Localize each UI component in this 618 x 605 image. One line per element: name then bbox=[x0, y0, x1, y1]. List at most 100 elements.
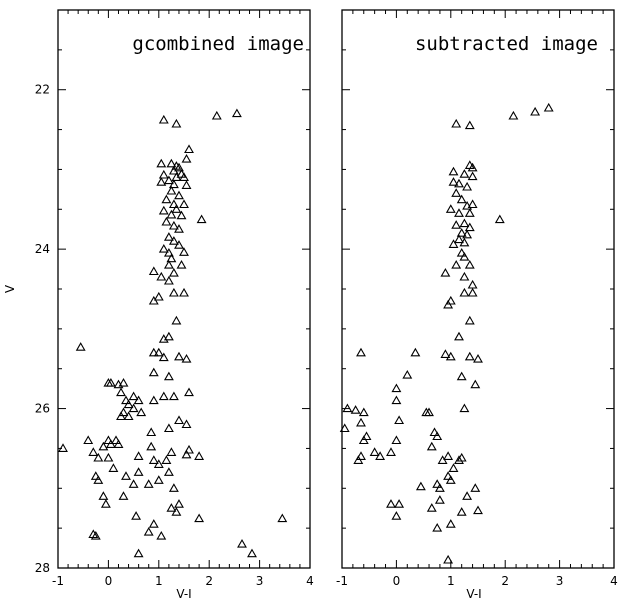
data-point bbox=[247, 548, 257, 558]
data-point bbox=[181, 180, 192, 189]
data-point bbox=[467, 162, 478, 172]
data-point bbox=[445, 204, 456, 213]
data-point bbox=[168, 236, 179, 245]
data-point bbox=[118, 377, 129, 387]
data-point bbox=[143, 526, 154, 536]
data-point bbox=[168, 220, 179, 230]
data-point bbox=[153, 475, 164, 484]
data-point bbox=[166, 447, 177, 456]
data-point bbox=[339, 423, 350, 433]
data-point bbox=[176, 259, 187, 269]
data-point bbox=[410, 347, 421, 357]
data-point bbox=[123, 411, 134, 421]
data-point bbox=[394, 415, 405, 425]
data-point bbox=[121, 395, 131, 405]
data-point bbox=[168, 199, 179, 209]
data-point bbox=[196, 214, 207, 224]
data-point bbox=[181, 153, 192, 163]
data-point bbox=[391, 383, 402, 393]
data-point bbox=[90, 530, 101, 540]
data-point bbox=[464, 222, 475, 232]
data-point bbox=[166, 158, 177, 168]
data-point bbox=[174, 499, 184, 508]
data-point bbox=[163, 247, 174, 257]
data-point bbox=[494, 214, 505, 224]
data-point bbox=[158, 205, 169, 215]
panel-title: subtracted image bbox=[415, 33, 598, 55]
data-point bbox=[445, 351, 456, 361]
data-point bbox=[445, 519, 456, 528]
data-point bbox=[353, 455, 364, 464]
data-point bbox=[131, 511, 142, 520]
data-point bbox=[133, 395, 144, 405]
data-point bbox=[454, 208, 464, 217]
data-point bbox=[459, 251, 470, 261]
data-point bbox=[456, 507, 467, 516]
data-point bbox=[473, 505, 483, 515]
data-point bbox=[171, 172, 182, 181]
data-point bbox=[194, 451, 205, 460]
data-point bbox=[194, 513, 205, 523]
data-point bbox=[158, 334, 169, 343]
data-point bbox=[467, 171, 478, 181]
data-point bbox=[158, 243, 169, 253]
panel-gcombined: gcombined image V-I V -1 0 1 2 3 4 22 24 26 28 bbox=[3, 9, 314, 601]
data-point bbox=[181, 449, 192, 459]
data-point bbox=[237, 538, 247, 548]
data-point bbox=[128, 479, 139, 488]
data-point bbox=[163, 275, 174, 285]
data-point bbox=[179, 199, 189, 209]
data-point bbox=[434, 483, 445, 492]
data-point bbox=[166, 253, 177, 263]
data-point bbox=[168, 179, 179, 189]
data-point bbox=[508, 110, 519, 120]
data-point bbox=[156, 158, 167, 168]
data-point bbox=[464, 120, 475, 130]
data-point bbox=[350, 405, 361, 414]
data-point bbox=[166, 503, 177, 512]
data-point bbox=[133, 451, 144, 460]
data-point bbox=[456, 452, 467, 462]
data-point bbox=[181, 353, 192, 363]
data-point bbox=[105, 439, 116, 448]
data-point bbox=[88, 447, 99, 456]
data-point bbox=[454, 234, 464, 244]
data-point bbox=[174, 240, 184, 249]
x-tick-label: -1 bbox=[336, 574, 348, 588]
data-point bbox=[163, 371, 174, 381]
data-point bbox=[356, 417, 366, 427]
data-point bbox=[375, 451, 386, 460]
x-tick-label: 3 bbox=[256, 574, 264, 588]
data-point bbox=[459, 218, 470, 228]
data-point bbox=[440, 349, 451, 358]
x-tick-label: 4 bbox=[610, 574, 618, 588]
data-point bbox=[100, 499, 111, 508]
data-point bbox=[456, 371, 467, 381]
data-point bbox=[118, 491, 129, 500]
data-point bbox=[179, 172, 189, 181]
data-point bbox=[459, 403, 470, 413]
data-point bbox=[464, 259, 475, 269]
data-point bbox=[158, 114, 169, 124]
data-point bbox=[462, 181, 473, 191]
data-point bbox=[184, 444, 194, 454]
x-tick-label: 3 bbox=[556, 574, 564, 588]
data-point bbox=[58, 443, 68, 452]
data-point bbox=[429, 427, 440, 437]
data-point bbox=[108, 463, 119, 472]
data-point bbox=[426, 441, 437, 451]
data-point bbox=[98, 441, 109, 451]
data-point bbox=[462, 491, 473, 500]
data-point bbox=[121, 471, 131, 480]
data-point bbox=[231, 108, 242, 118]
data-point bbox=[467, 199, 478, 209]
data-point bbox=[448, 166, 459, 176]
data-point bbox=[434, 495, 445, 504]
data-point bbox=[148, 367, 159, 377]
data-point bbox=[451, 188, 462, 197]
data-point bbox=[181, 419, 192, 429]
data-point bbox=[356, 347, 366, 357]
data-point bbox=[391, 395, 402, 405]
data-point bbox=[467, 279, 478, 289]
y-axis-label: V bbox=[3, 284, 17, 293]
